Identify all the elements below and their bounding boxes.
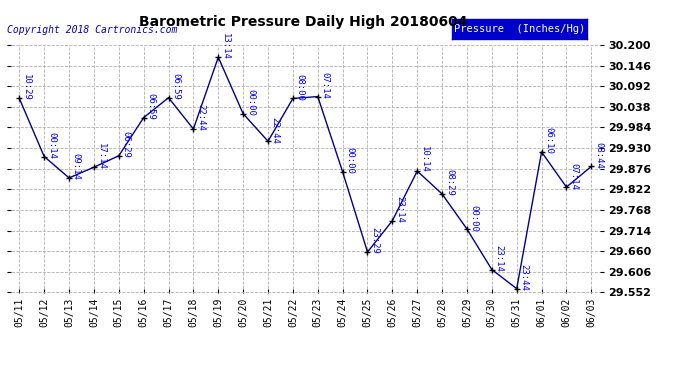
Text: 10:29: 10:29 [22, 74, 31, 101]
Text: Barometric Pressure Daily High 20180604: Barometric Pressure Daily High 20180604 [139, 15, 468, 29]
Text: 23:29: 23:29 [371, 228, 380, 254]
Text: 00:00: 00:00 [470, 204, 479, 231]
Text: 23:14: 23:14 [395, 196, 404, 223]
Text: Copyright 2018 Cartronics.com: Copyright 2018 Cartronics.com [7, 25, 177, 35]
Text: 06:10: 06:10 [544, 128, 553, 154]
Text: 00:14: 00:14 [47, 132, 56, 159]
Text: 00:00: 00:00 [246, 89, 255, 116]
Text: 07:14: 07:14 [321, 72, 330, 99]
Text: 17:14: 17:14 [97, 142, 106, 170]
Text: 06:29: 06:29 [121, 131, 130, 158]
Text: 06:59: 06:59 [171, 73, 180, 100]
Text: 22:44: 22:44 [196, 105, 205, 131]
Text: 09:14: 09:14 [72, 153, 81, 180]
Text: 07:14: 07:14 [569, 162, 578, 189]
Text: 06:59: 06:59 [146, 93, 155, 120]
Text: 10:14: 10:14 [420, 147, 429, 173]
Text: 08:00: 08:00 [296, 74, 305, 101]
Text: 23:44: 23:44 [520, 264, 529, 291]
Text: 08:44: 08:44 [594, 142, 603, 169]
Text: 08:29: 08:29 [445, 170, 454, 196]
Text: 13:14: 13:14 [221, 33, 230, 60]
Text: 23:14: 23:14 [495, 245, 504, 272]
Text: 22:44: 22:44 [270, 117, 280, 144]
Text: Pressure  (Inches/Hg): Pressure (Inches/Hg) [453, 24, 585, 34]
Text: 00:00: 00:00 [346, 147, 355, 174]
